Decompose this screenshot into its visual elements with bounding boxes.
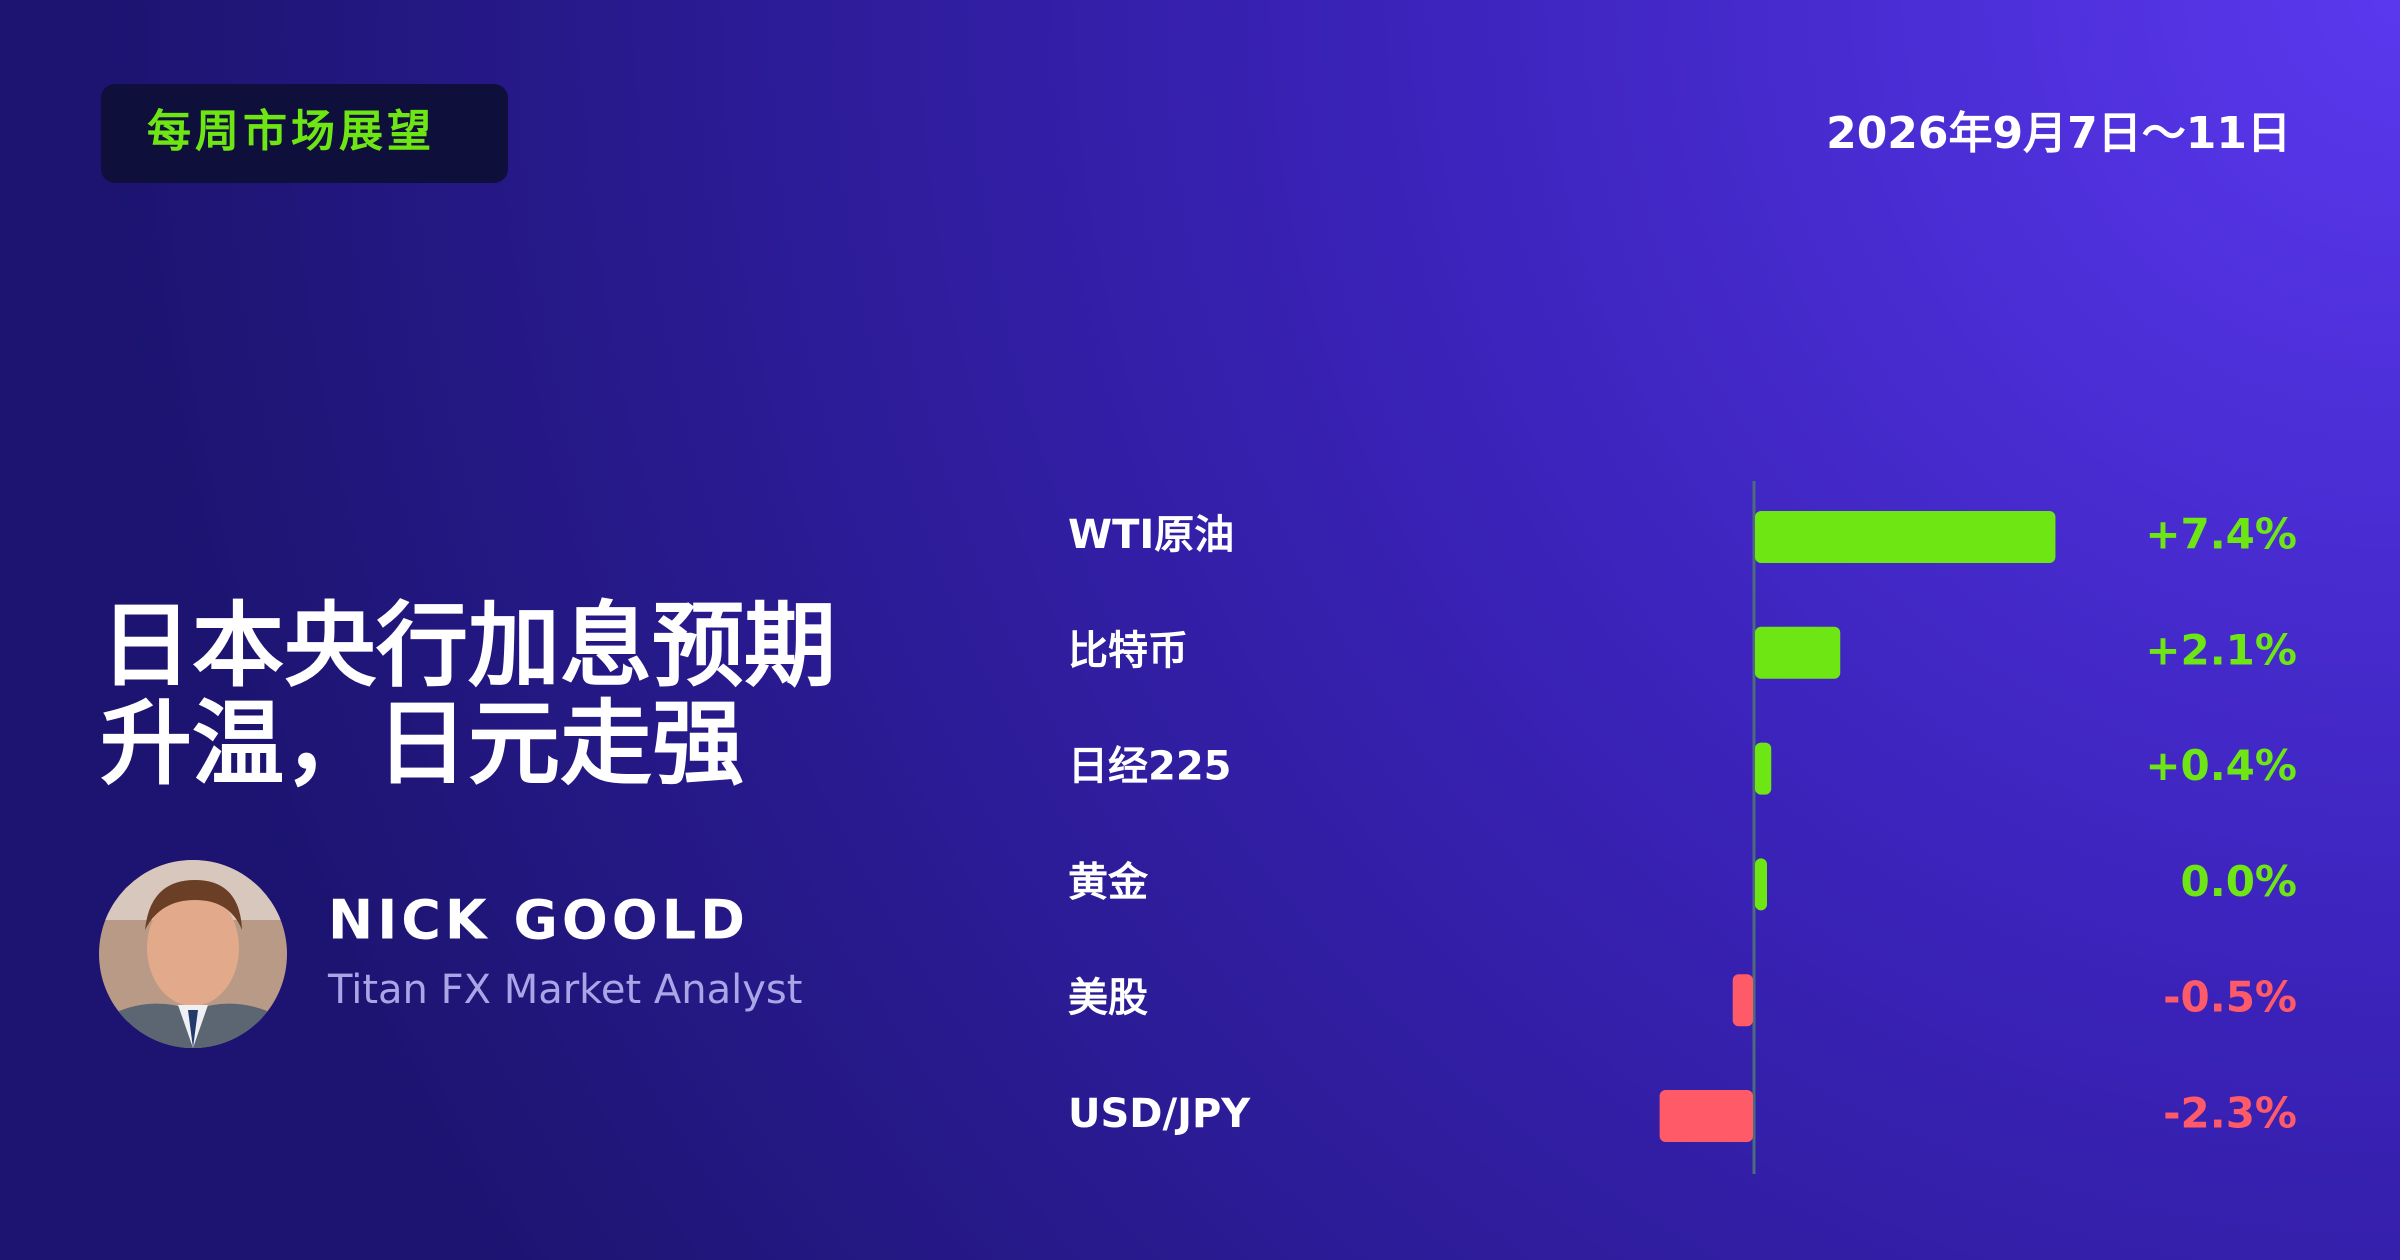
- avatar: [99, 860, 287, 1048]
- category-label: 比特币: [1068, 628, 1188, 674]
- value-label: +0.4%: [2145, 741, 2297, 790]
- category-label: 黄金: [1068, 859, 1149, 905]
- category-label: 美股: [1068, 975, 1148, 1021]
- bar-chart: WTI原油 +7.4% 比特币 +2.1% 日经225 +0.4% 黄金 0.0% 美股 -0.5…: [1068, 510, 2297, 1142]
- bar: [1659, 1090, 1753, 1142]
- bar: [1755, 858, 1767, 911]
- category-label: WTI原油: [1068, 512, 1234, 558]
- avatar-tie: [188, 1010, 198, 1048]
- value-label: -2.3%: [2163, 1089, 2297, 1138]
- avatar-face: [147, 890, 239, 1006]
- bar: [1755, 511, 2056, 563]
- date: 2026年9月7日～11日: [1826, 108, 2291, 159]
- value-label: 0.0%: [2181, 857, 2297, 906]
- author-name: NICK GOOLD: [328, 889, 749, 952]
- category-label: 日经225: [1068, 744, 1232, 790]
- bar: [1755, 742, 1772, 795]
- value-label: +2.1%: [2145, 625, 2297, 674]
- author-role: Titan FX Market Analyst: [327, 967, 802, 1013]
- category-label: USD/JPY: [1068, 1091, 1251, 1137]
- headline-line: 升温，日元走强: [100, 690, 744, 797]
- bar: [1732, 974, 1753, 1027]
- tag-text: 每周市场展望: [147, 106, 435, 157]
- tag-box: [101, 84, 508, 183]
- value-label: +7.4%: [2145, 510, 2297, 559]
- avatar-hair: [145, 880, 242, 930]
- value-label: -0.5%: [2163, 973, 2297, 1022]
- headline-line: 日本央行加息预期: [100, 592, 836, 699]
- bar: [1755, 626, 1841, 679]
